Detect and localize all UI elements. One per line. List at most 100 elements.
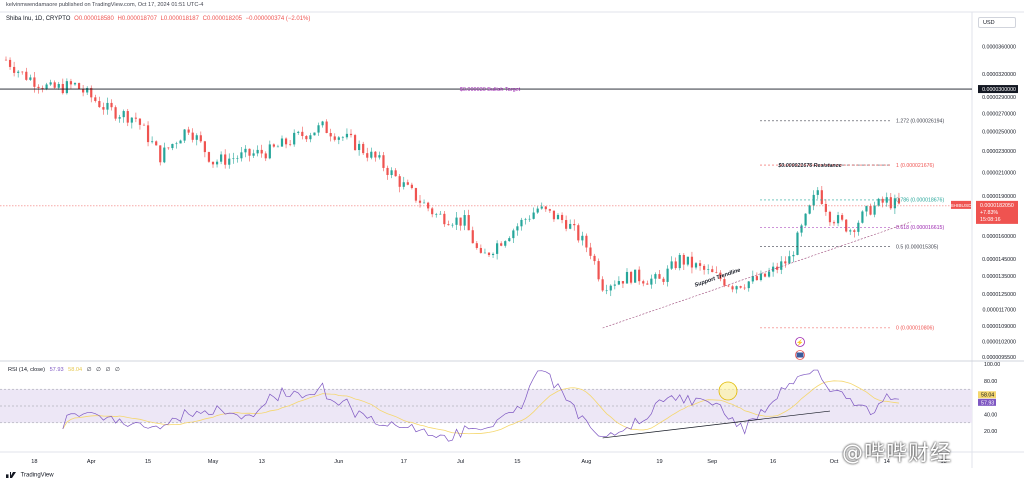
rsi-legend: RSI (14, close) 57.93 58.04 ∅ ∅ ∅ ∅	[8, 367, 123, 373]
flag-field	[796, 352, 804, 358]
time-tick: Jun	[334, 459, 343, 465]
price-tick: 0.0000210000	[982, 170, 1016, 176]
candle-body	[345, 133, 349, 138]
candle-body	[325, 121, 328, 134]
candle-body	[301, 131, 304, 137]
candle-body	[418, 200, 422, 203]
fib-level-label: 1.272 (0.000026194)	[896, 119, 944, 125]
target-price-tag-bg	[978, 85, 1018, 94]
candle-body	[528, 218, 531, 220]
candle-body	[358, 143, 361, 151]
candle-body	[86, 87, 89, 93]
target-price-tag: 0.0000300000	[982, 87, 1016, 93]
rsi-trendline	[602, 410, 831, 439]
candle-body	[893, 198, 896, 209]
candle-body	[739, 286, 742, 288]
rsi-na-3: ∅	[105, 367, 111, 373]
candle-body	[390, 170, 393, 175]
candle-body	[207, 152, 211, 162]
candle-body	[832, 222, 836, 224]
candle-body	[394, 170, 397, 177]
candle-body	[130, 117, 133, 123]
candle-body	[215, 161, 219, 165]
rsi-tick: 20.00	[984, 429, 997, 435]
time-tick: 18	[940, 459, 946, 465]
candle-body	[305, 136, 308, 140]
candle-body	[280, 138, 284, 147]
candle-body	[309, 135, 312, 140]
candle-body	[719, 272, 722, 280]
candle-body	[191, 132, 194, 140]
price-tick: 0.0000095500	[982, 355, 1016, 361]
symbol-label: SHIBUSD	[950, 203, 972, 209]
candle-body	[297, 131, 300, 133]
candle-body	[175, 143, 178, 145]
candle-body	[897, 198, 901, 204]
candle-body	[8, 59, 12, 67]
price-tick: 0.0000145000	[982, 257, 1016, 263]
candle-body	[163, 147, 166, 163]
price-tick: 0.0000117000	[983, 307, 1017, 313]
ohlc-low: L0.000018187	[160, 16, 199, 22]
candle-body	[601, 279, 604, 291]
candle-body	[540, 206, 543, 209]
candle-body	[126, 111, 129, 123]
candle-body	[195, 135, 198, 140]
candle-body	[698, 263, 702, 266]
rsi-value-tag-bg	[978, 398, 996, 406]
candle-body	[260, 149, 263, 154]
candle-body	[248, 148, 251, 156]
candle-body	[666, 268, 669, 282]
time-tick: 17	[401, 459, 407, 465]
candle-body	[889, 197, 892, 209]
rsi-ma-tag-bg	[978, 391, 996, 399]
publish-info: kelvinmwendamaore published on TradingVi…	[6, 2, 204, 8]
candle-body	[638, 269, 641, 282]
candle-body	[187, 129, 190, 133]
candle-body	[727, 285, 730, 287]
price-tick: 0.0000102000	[982, 339, 1016, 345]
candle-body	[53, 82, 56, 88]
candle-body	[459, 217, 462, 226]
ohlc-open: O0.000018580	[74, 16, 114, 22]
candle-body	[849, 230, 852, 232]
candle-body	[674, 261, 677, 269]
candle-body	[711, 269, 714, 273]
candle-body	[634, 269, 637, 283]
candle-body	[804, 213, 807, 226]
candle-body	[142, 124, 146, 126]
candle-body	[398, 176, 401, 187]
candle-body	[406, 182, 409, 185]
candle-body	[759, 273, 763, 281]
candle-body	[422, 202, 426, 204]
time-tick: 16	[770, 459, 776, 465]
candle-body	[820, 190, 823, 204]
candle-body	[98, 101, 101, 108]
candle-body	[378, 155, 381, 158]
candle-body	[102, 107, 105, 110]
candle-body	[483, 252, 487, 254]
countdown-tag: 15:08:16	[980, 217, 1001, 223]
candle-body	[792, 254, 795, 257]
rsi-ma-value: 58.04	[68, 367, 83, 373]
rsi-ma-tag: 58.04	[981, 393, 994, 399]
candle-body	[289, 144, 292, 145]
support-trendline	[602, 221, 912, 329]
price-tick: 0.0000270000	[982, 112, 1016, 118]
candle-body	[577, 225, 580, 241]
bullish-target-label: $0.000030 Bullish Target	[460, 87, 521, 93]
candle-body	[569, 223, 572, 229]
candle-body	[211, 161, 215, 165]
candle-body	[146, 125, 150, 143]
candle-body	[504, 241, 507, 246]
candle-body	[410, 184, 413, 189]
candle-body	[329, 133, 332, 137]
candle-body	[122, 111, 125, 118]
currency-selector[interactable]: USD	[978, 17, 1016, 28]
candle-body	[167, 147, 170, 149]
candle-body	[183, 129, 186, 141]
time-tick: 19	[656, 459, 662, 465]
tradingview-logo[interactable]: TradingView	[6, 472, 54, 479]
candle-body	[824, 203, 827, 212]
